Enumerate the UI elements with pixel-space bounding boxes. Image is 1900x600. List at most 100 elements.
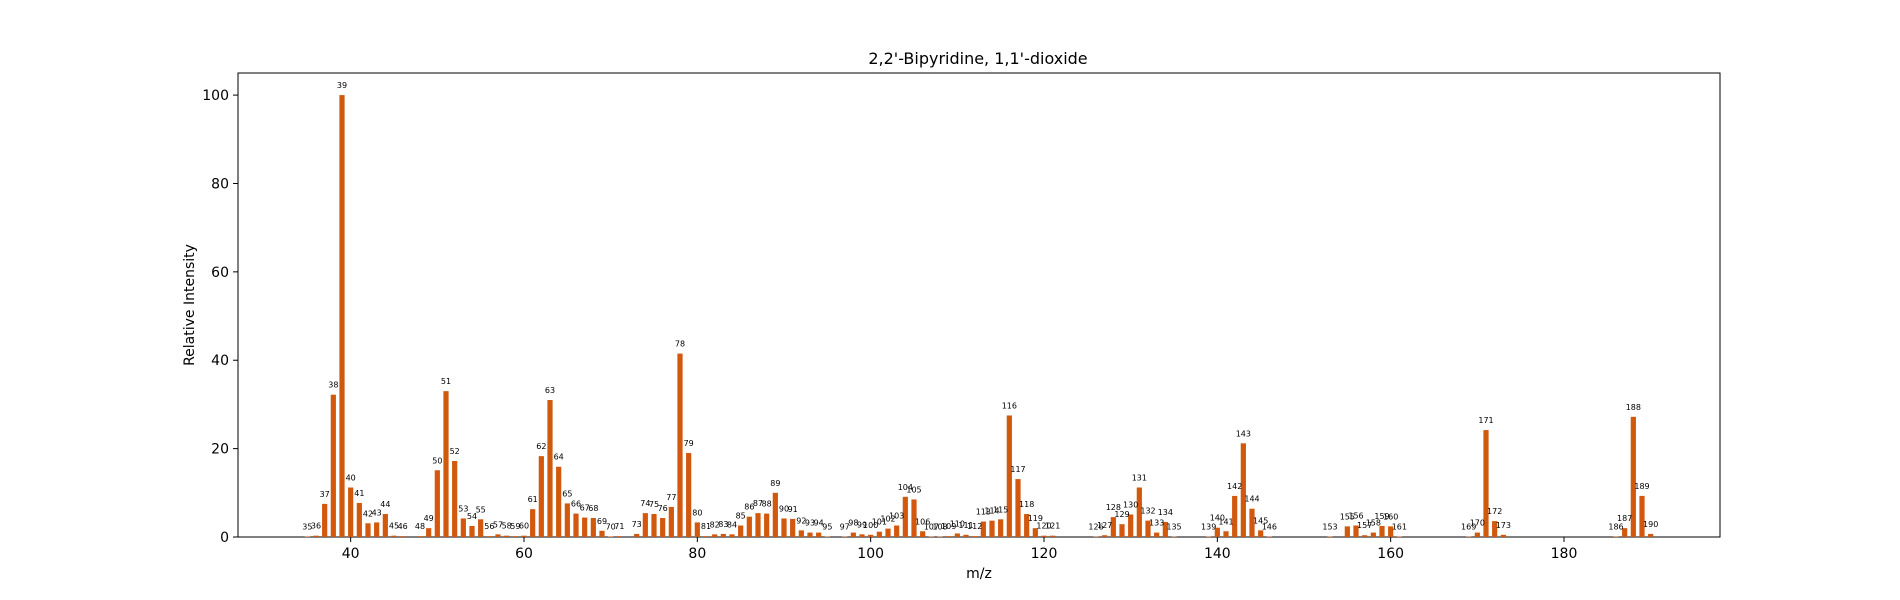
bar-label-mz-130: 130: [1123, 500, 1138, 509]
bar-label-mz-63: 63: [545, 386, 555, 395]
bar-label-mz-69: 69: [597, 517, 607, 526]
bar-label-mz-121: 121: [1045, 522, 1060, 531]
bar-label-mz-57: 57: [493, 520, 503, 529]
bar-mz-101: [876, 531, 882, 537]
bar-label-mz-85: 85: [736, 512, 746, 521]
bar-mz-143: [1240, 443, 1246, 537]
bar-label-mz-90: 90: [779, 504, 789, 513]
bar-label-mz-188: 188: [1626, 403, 1641, 412]
bar-label-mz-68: 68: [588, 504, 598, 513]
bar-label-mz-112: 112: [967, 522, 982, 531]
x-axis-label: m/z: [966, 566, 992, 582]
bar-mz-170: [1474, 532, 1480, 537]
bar-label-mz-86: 86: [744, 503, 754, 512]
bar-mz-105: [911, 499, 917, 537]
bar-mz-187: [1622, 528, 1628, 537]
bar-label-mz-35: 35: [302, 523, 312, 532]
bar-mz-104: [902, 496, 908, 537]
bar-mz-107: [928, 536, 934, 538]
bar-label-mz-109: 109: [941, 522, 956, 531]
bar-label-mz-70: 70: [606, 523, 616, 532]
bar-label-mz-169: 169: [1461, 523, 1476, 532]
bar-label-mz-39: 39: [337, 81, 347, 90]
bar-label-mz-129: 129: [1114, 510, 1129, 519]
bar-mz-186: [1613, 536, 1619, 538]
bar-mz-67: [582, 517, 588, 537]
bar-label-mz-153: 153: [1322, 523, 1337, 532]
bar-mz-46: [400, 536, 406, 537]
bar-mz-79: [686, 453, 692, 537]
bar-label-mz-161: 161: [1392, 523, 1407, 532]
bar-label-mz-62: 62: [536, 442, 546, 451]
bar-label-mz-134: 134: [1158, 508, 1173, 517]
bar-mz-127: [1102, 535, 1108, 537]
bar-label-mz-93: 93: [805, 519, 815, 528]
bar-mz-153: [1327, 536, 1333, 538]
bar-mz-108: [937, 536, 943, 538]
bar-mz-64: [556, 466, 562, 537]
bar-mz-53: [460, 518, 466, 537]
x-tick-label: 100: [857, 546, 884, 562]
bar-mz-77: [668, 506, 674, 537]
bar-mz-42: [365, 523, 371, 537]
y-tick-label: 0: [220, 530, 229, 546]
bar-label-mz-99: 99: [857, 520, 867, 529]
bar-mz-57: [495, 534, 501, 537]
bar-mz-128: [1110, 517, 1116, 537]
bar-mz-115: [998, 519, 1004, 537]
bar-mz-84: [729, 534, 735, 537]
bar-label-mz-145: 145: [1253, 516, 1268, 525]
bar-mz-45: [391, 535, 397, 537]
bar-mz-69: [599, 530, 605, 537]
bar-label-mz-80: 80: [692, 508, 702, 517]
bar-label-mz-116: 116: [1002, 401, 1017, 410]
bar-label-mz-133: 133: [1149, 519, 1164, 528]
bar-label-mz-132: 132: [1140, 507, 1155, 516]
bar-label-mz-128: 128: [1106, 503, 1121, 512]
bar-mz-50: [434, 470, 440, 537]
bar-label-mz-142: 142: [1227, 482, 1242, 491]
bar-mz-155: [1344, 526, 1350, 537]
bar-mz-111: [963, 534, 969, 537]
x-tick-label: 40: [342, 546, 360, 562]
bar-mz-160: [1388, 526, 1394, 537]
bar-label-mz-94: 94: [814, 519, 824, 528]
bar-label-mz-40: 40: [346, 474, 356, 483]
bar-label-mz-146: 146: [1262, 523, 1277, 532]
bar-label-mz-59: 59: [510, 522, 520, 531]
bar-label-mz-104: 104: [898, 483, 913, 492]
bar-mz-121: [1050, 535, 1056, 537]
bar-mz-114: [989, 520, 995, 537]
bar-label-mz-56: 56: [484, 522, 494, 531]
bar-label-mz-141: 141: [1218, 517, 1233, 526]
bar-label-mz-43: 43: [372, 508, 382, 517]
bar-mz-93: [807, 532, 813, 537]
bar-label-mz-139: 139: [1201, 523, 1216, 532]
bar-mz-119: [1032, 528, 1038, 537]
bar-label-mz-37: 37: [320, 490, 330, 499]
bar-mz-145: [1258, 530, 1264, 537]
bar-label-mz-117: 117: [1010, 465, 1025, 474]
bar-mz-188: [1630, 416, 1636, 537]
bar-mz-68: [590, 518, 596, 537]
x-tick-label: 180: [1551, 546, 1578, 562]
bar-label-mz-83: 83: [718, 520, 728, 529]
bar-mz-58: [504, 535, 510, 537]
bar-mz-87: [755, 513, 761, 537]
bar-mz-74: [642, 513, 648, 537]
bar-label-mz-60: 60: [519, 522, 529, 531]
bar-label-mz-171: 171: [1478, 416, 1493, 425]
bar-mz-146: [1266, 536, 1272, 538]
bar-label-mz-64: 64: [554, 453, 564, 462]
bar-label-mz-92: 92: [796, 516, 806, 525]
bar-label-mz-42: 42: [363, 509, 373, 518]
bar-mz-65: [564, 503, 570, 537]
bar-label-mz-170: 170: [1470, 519, 1485, 528]
bar-mz-73: [634, 533, 640, 537]
bar-mz-60: [521, 535, 527, 537]
bar-mz-158: [1370, 532, 1376, 537]
bar-label-mz-172: 172: [1487, 507, 1502, 516]
bar-mz-55: [478, 519, 484, 537]
